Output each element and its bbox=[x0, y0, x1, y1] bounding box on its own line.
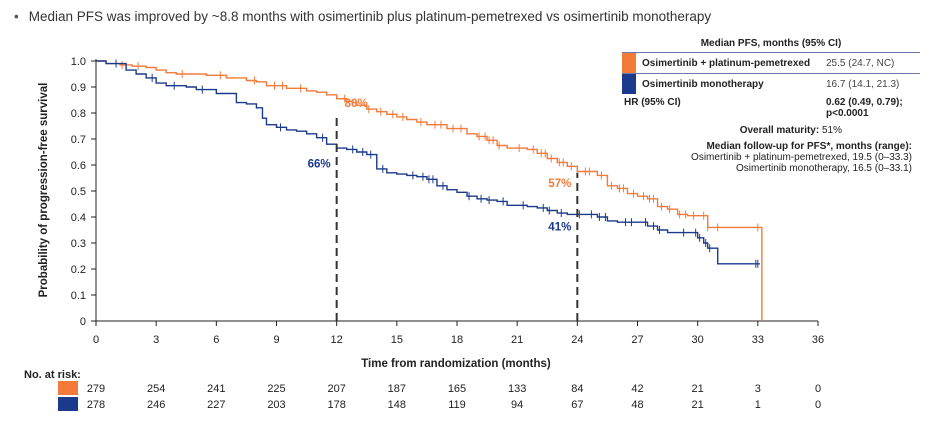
legend-swatch-combo bbox=[622, 53, 636, 73]
y-tick-label: 0.7 bbox=[71, 134, 86, 146]
risk-count-combo: 21 bbox=[691, 383, 704, 395]
headline-text: Median PFS was improved by ~8.8 months w… bbox=[28, 9, 712, 24]
risk-count-combo: 0 bbox=[814, 383, 822, 395]
x-tick-label: 18 bbox=[451, 334, 463, 346]
risk-count-mono: 246 bbox=[146, 399, 166, 411]
hr-label: HR (95% CI) bbox=[624, 97, 681, 108]
hr-value-line-1: 0.62 (0.49, 0.79); bbox=[826, 97, 903, 108]
maturity-value: 51% bbox=[821, 125, 842, 136]
risk-count-mono: 21 bbox=[691, 399, 704, 411]
mono-curve bbox=[96, 60, 760, 265]
y-tick-label: 0.4 bbox=[71, 212, 86, 224]
hr-value: 0.62 (0.49, 0.79); p<0.0001 bbox=[822, 97, 920, 119]
risk-count-mono: 203 bbox=[267, 399, 286, 411]
headline: • Median PFS was improved by ~8.8 months … bbox=[14, 9, 711, 24]
followup-title: Median follow-up for PFS*, months (range… bbox=[706, 141, 912, 152]
risk-count-combo: 165 bbox=[447, 383, 467, 395]
legend-name-combo: Osimertinib + platinum-pemetrexed bbox=[642, 57, 811, 69]
risk-count-mono: 48 bbox=[631, 399, 644, 411]
risk-count-combo: 225 bbox=[267, 383, 286, 395]
x-tick-label: 30 bbox=[692, 334, 704, 346]
x-tick-label: 33 bbox=[752, 334, 764, 346]
hazard-ratio: HR (95% CI) 0.62 (0.49, 0.79); p<0.0001 bbox=[622, 97, 920, 119]
x-tick-label: 6 bbox=[213, 334, 219, 346]
overall-maturity: Overall maturity: 51% bbox=[622, 125, 920, 136]
y-tick-label: 0.3 bbox=[71, 238, 86, 250]
y-tick-label: 0.9 bbox=[71, 82, 86, 94]
x-tick-label: 0 bbox=[93, 334, 99, 346]
y-tick-label: 0.2 bbox=[71, 264, 86, 276]
risk-count-combo: 3 bbox=[754, 383, 761, 395]
x-tick-label: 27 bbox=[631, 334, 643, 346]
x-axis-title: Time from randomization (months) bbox=[361, 358, 551, 370]
risk-count-combo: 241 bbox=[207, 383, 226, 395]
landmarks: 80% 66% 57% 41% bbox=[308, 98, 579, 321]
legend-title: Median PFS, months (95% CI) bbox=[700, 38, 842, 49]
risk-count-combo: 187 bbox=[387, 383, 406, 395]
x-tick-label: 3 bbox=[153, 334, 159, 346]
maturity-label: Overall maturity: bbox=[739, 125, 820, 136]
legend-value-combo: 25.5 (24.7, NC) bbox=[826, 57, 895, 69]
risk-count-mono: 278 bbox=[86, 399, 106, 411]
landmark-label: 57% bbox=[548, 178, 571, 190]
landmark-label: 41% bbox=[548, 221, 571, 233]
risk-count-mono: 178 bbox=[327, 399, 346, 411]
x-tick-label: 9 bbox=[273, 334, 279, 346]
risk-count-combo: 279 bbox=[86, 383, 106, 395]
legend-table: Median PFS, months (95% CI) Osimertinib … bbox=[622, 38, 920, 174]
risk-count-mono: 119 bbox=[448, 399, 466, 411]
risk-count-mono: 148 bbox=[387, 399, 406, 411]
risk-count-mono: 94 bbox=[511, 399, 524, 411]
y-tick-label: 0.6 bbox=[71, 160, 86, 172]
x-tick-label: 24 bbox=[571, 334, 583, 346]
risk-swatch-mono bbox=[58, 397, 78, 411]
hr-value-line-2: p<0.0001 bbox=[826, 108, 869, 119]
x-tick-label: 21 bbox=[511, 334, 523, 346]
axes: 0 3 6 9 12 15 18 21 24 27 30 33 3600.10.20.30.40.50.… bbox=[71, 56, 824, 346]
combo-curve bbox=[96, 60, 763, 321]
legend-swatch-mono bbox=[622, 74, 636, 94]
x-tick-label: 36 bbox=[812, 334, 824, 346]
y-tick-label: 0 bbox=[80, 316, 86, 328]
risk-count-combo: 84 bbox=[571, 383, 584, 395]
risk-count-combo: 254 bbox=[146, 383, 166, 395]
risk-table-title: No. at risk: bbox=[24, 369, 81, 381]
risk-count-mono: 67 bbox=[571, 399, 584, 411]
risk-count-mono: 227 bbox=[207, 399, 226, 411]
curves bbox=[96, 59, 763, 321]
legend-row-combo: Osimertinib + platinum-pemetrexed 25.5 (… bbox=[622, 52, 920, 73]
risk-count-mono: 1 bbox=[754, 399, 761, 411]
y-tick-label: 0.8 bbox=[71, 108, 86, 120]
risk-count-combo: 133 bbox=[507, 383, 527, 395]
risk-count-combo: 207 bbox=[327, 383, 346, 395]
y-tick-label: 0.5 bbox=[71, 186, 86, 198]
x-tick-label: 15 bbox=[391, 334, 403, 346]
legend-value-mono: 16.7 (14.1, 21.3) bbox=[826, 78, 900, 90]
y-axis-title: Probability of progression-free survival bbox=[38, 83, 50, 298]
landmark-label: 80% bbox=[345, 98, 368, 110]
legend-name-mono: Osimertinib monotherapy bbox=[642, 78, 764, 90]
landmark-label: 66% bbox=[308, 158, 331, 170]
risk-swatch-combo bbox=[58, 381, 78, 395]
y-tick-label: 0.1 bbox=[71, 290, 86, 302]
legend-row-mono: Osimertinib monotherapy 16.7 (14.1, 21.3… bbox=[622, 73, 920, 94]
followup-combo: Osimertinib + platinum-pemetrexed, 19.5 … bbox=[691, 152, 912, 163]
x-tick-label: 12 bbox=[331, 334, 343, 346]
followup-mono: Osimertinib monotherapy, 16.5 (0–33.1) bbox=[735, 163, 912, 174]
risk-count-combo: 42 bbox=[631, 383, 644, 395]
risk-count-mono: 0 bbox=[814, 399, 822, 411]
bullet-icon: • bbox=[14, 9, 19, 24]
y-tick-label: 1.0 bbox=[71, 56, 86, 68]
